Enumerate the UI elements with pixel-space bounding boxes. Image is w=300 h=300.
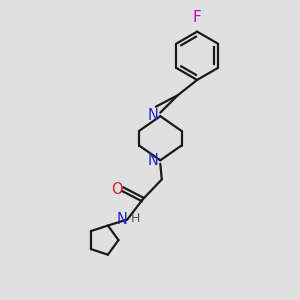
Text: N: N [117, 212, 128, 227]
Text: N: N [148, 108, 158, 123]
Text: F: F [193, 10, 202, 25]
Text: H: H [130, 212, 140, 224]
Text: O: O [111, 182, 122, 197]
Text: N: N [148, 153, 158, 168]
